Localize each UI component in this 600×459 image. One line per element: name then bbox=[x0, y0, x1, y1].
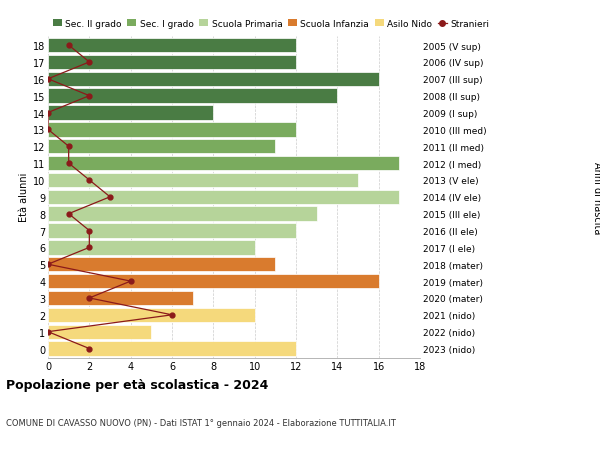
Bar bbox=[48, 56, 296, 70]
Text: Anni di nascita: Anni di nascita bbox=[592, 161, 600, 234]
Bar bbox=[48, 224, 296, 238]
Bar bbox=[48, 241, 254, 255]
Bar bbox=[48, 174, 358, 188]
Bar bbox=[48, 140, 275, 154]
Bar bbox=[48, 106, 214, 120]
Text: Popolazione per età scolastica - 2024: Popolazione per età scolastica - 2024 bbox=[6, 379, 268, 392]
Bar bbox=[48, 341, 296, 356]
Legend: Sec. II grado, Sec. I grado, Scuola Primaria, Scuola Infanzia, Asilo Nido, Stran: Sec. II grado, Sec. I grado, Scuola Prim… bbox=[53, 20, 490, 29]
Bar bbox=[48, 207, 317, 221]
Bar bbox=[48, 123, 296, 137]
Bar bbox=[48, 190, 400, 205]
Bar bbox=[48, 291, 193, 305]
Bar bbox=[48, 39, 296, 53]
Bar bbox=[48, 308, 254, 322]
Bar bbox=[48, 157, 400, 171]
Bar bbox=[48, 90, 337, 104]
Text: COMUNE DI CAVASSO NUOVO (PN) - Dati ISTAT 1° gennaio 2024 - Elaborazione TUTTITA: COMUNE DI CAVASSO NUOVO (PN) - Dati ISTA… bbox=[6, 418, 396, 427]
Bar bbox=[48, 257, 275, 272]
Bar bbox=[48, 325, 151, 339]
Bar bbox=[48, 274, 379, 289]
Y-axis label: Età alunni: Età alunni bbox=[19, 173, 29, 222]
Bar bbox=[48, 73, 379, 87]
